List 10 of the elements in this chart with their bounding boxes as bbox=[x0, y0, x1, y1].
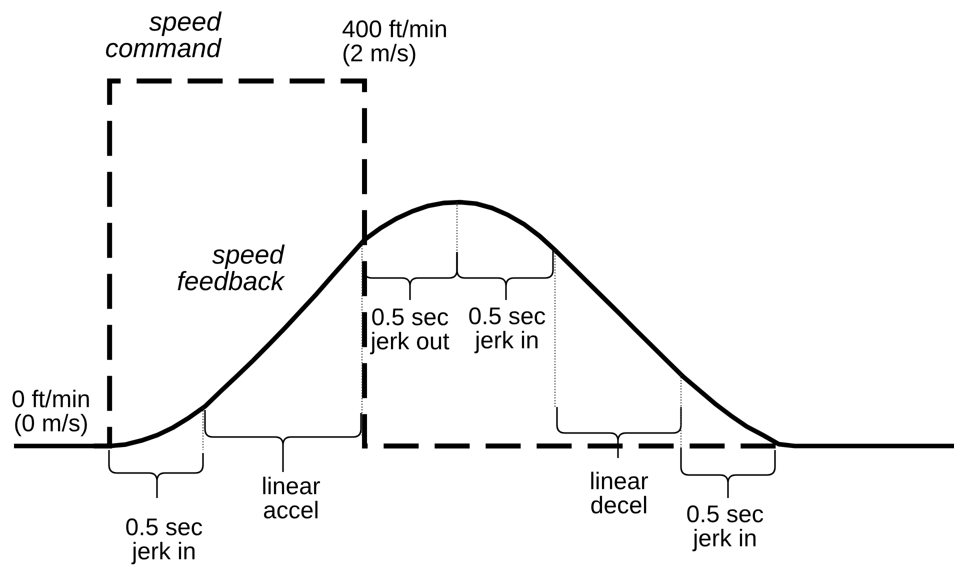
text: 400 ft/min (2 m/s) bbox=[342, 20, 446, 66]
annotation: 0.5 sec jerk out bbox=[370, 308, 450, 354]
series-label: speed command bbox=[106, 11, 222, 58]
annotation: 0.5 sec jerk in bbox=[469, 307, 546, 354]
text: linear accel bbox=[263, 476, 320, 519]
annotation: 0 ft/min (0 m/s) bbox=[12, 390, 89, 436]
text: 0.5 sec jerk in bbox=[687, 505, 764, 552]
series-label: speed feedback bbox=[178, 244, 286, 290]
text: linear decel bbox=[591, 472, 648, 514]
text: 0.5 sec jerk in bbox=[126, 518, 202, 564]
